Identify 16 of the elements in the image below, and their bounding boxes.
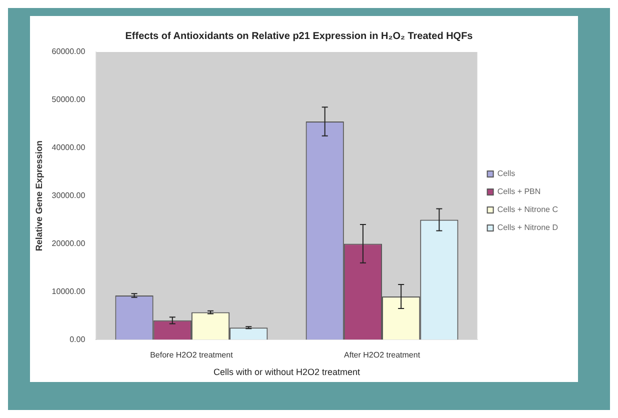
x-tick-label: Before H2O2 treatment [150,350,234,360]
legend-label: Cells + Nitrone C [497,205,558,214]
y-tick-label: 30000.00 [52,191,86,200]
y-tick-label: 20000.00 [52,238,86,248]
x-tick-label: After H2O2 treatment [344,350,421,360]
y-tick-label: 10000.00 [52,286,86,296]
y-tick-label: 60000.00 [52,47,86,56]
legend-label: Cells + Nitrone D [497,223,558,232]
y-tick-label: 0.00 [70,334,86,344]
x-axis-title: Cells with or without H2O2 treatment [213,367,361,378]
legend-label: Cells [497,169,516,178]
y-tick-label: 50000.00 [52,95,86,104]
y-axis-title: Relative Gene Expression [34,140,44,252]
legend-label: Cells + PBN [497,187,541,196]
chart-title: Effects of Antioxidants on Relative p21 Expression in H₂O₂ Treated HQFs [125,30,474,42]
y-tick-label: 40000.00 [52,143,86,152]
